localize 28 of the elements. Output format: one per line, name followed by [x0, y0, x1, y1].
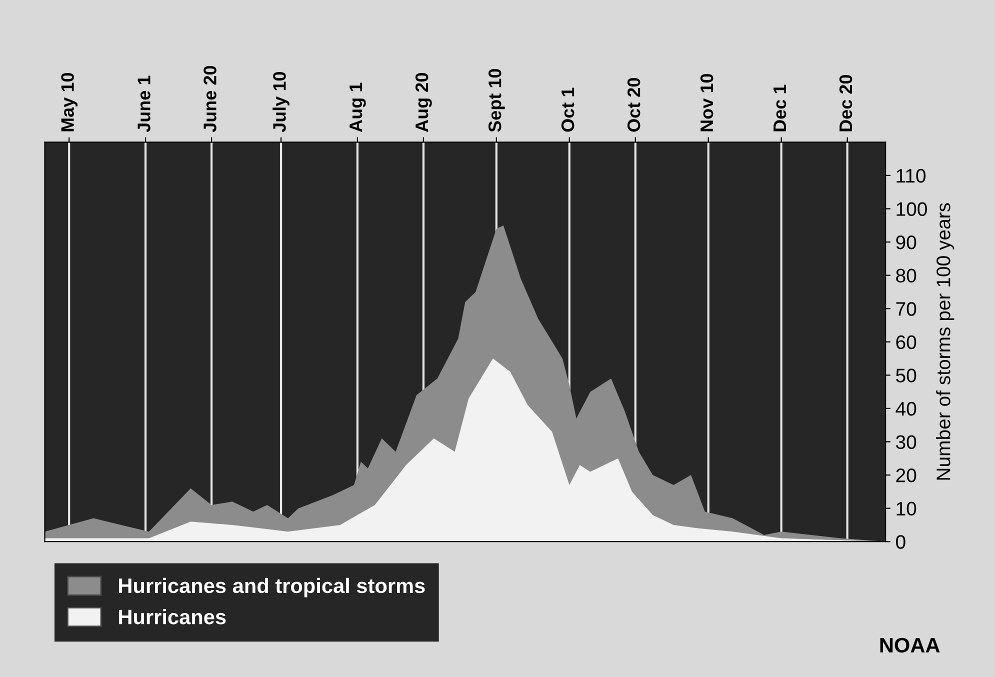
y-tick-label: 60 — [896, 335, 916, 350]
x-tick-label: Aug 20 — [415, 72, 432, 132]
x-tick-label: Aug 1 — [350, 82, 366, 132]
y-tick-label: 80 — [896, 268, 916, 283]
x-tick-label: July 10 — [272, 72, 290, 132]
y-tick-label: 110 — [896, 168, 926, 183]
y-tick-label: 30 — [896, 435, 916, 449]
y-tick-label: 20 — [896, 468, 916, 482]
y-axis-title: Number of storms per 100 years — [936, 203, 954, 480]
x-tick-label: Oct 1 — [561, 88, 574, 132]
y-tick-label: 70 — [896, 302, 916, 316]
text: NOAA — [880, 638, 940, 653]
x-tick-label: Dec 20 — [839, 74, 852, 132]
y-tick-label: 90 — [896, 235, 916, 250]
legend-label: Hurricanes — [119, 609, 226, 624]
y-tick-label: 50 — [896, 368, 916, 382]
y-tick-label: 0 — [896, 535, 906, 549]
x-tick-label: Sept 10 — [488, 68, 505, 132]
x-tick-label: Oct 20 — [627, 78, 640, 132]
x-tick-label: Nov 10 — [700, 74, 714, 132]
y-tick-label: 40 — [896, 402, 916, 416]
legend-label: Hurricanes and tropical storms — [119, 578, 425, 598]
y-tick-label: 100 — [896, 202, 927, 216]
x-tick-label: June 20 — [204, 66, 216, 132]
y-tick-label: 10 — [896, 502, 916, 516]
x-tick-label: June 1 — [138, 76, 150, 132]
x-tick-label: Dec 1 — [774, 84, 786, 132]
x-tick-label: May 10 — [61, 72, 78, 132]
